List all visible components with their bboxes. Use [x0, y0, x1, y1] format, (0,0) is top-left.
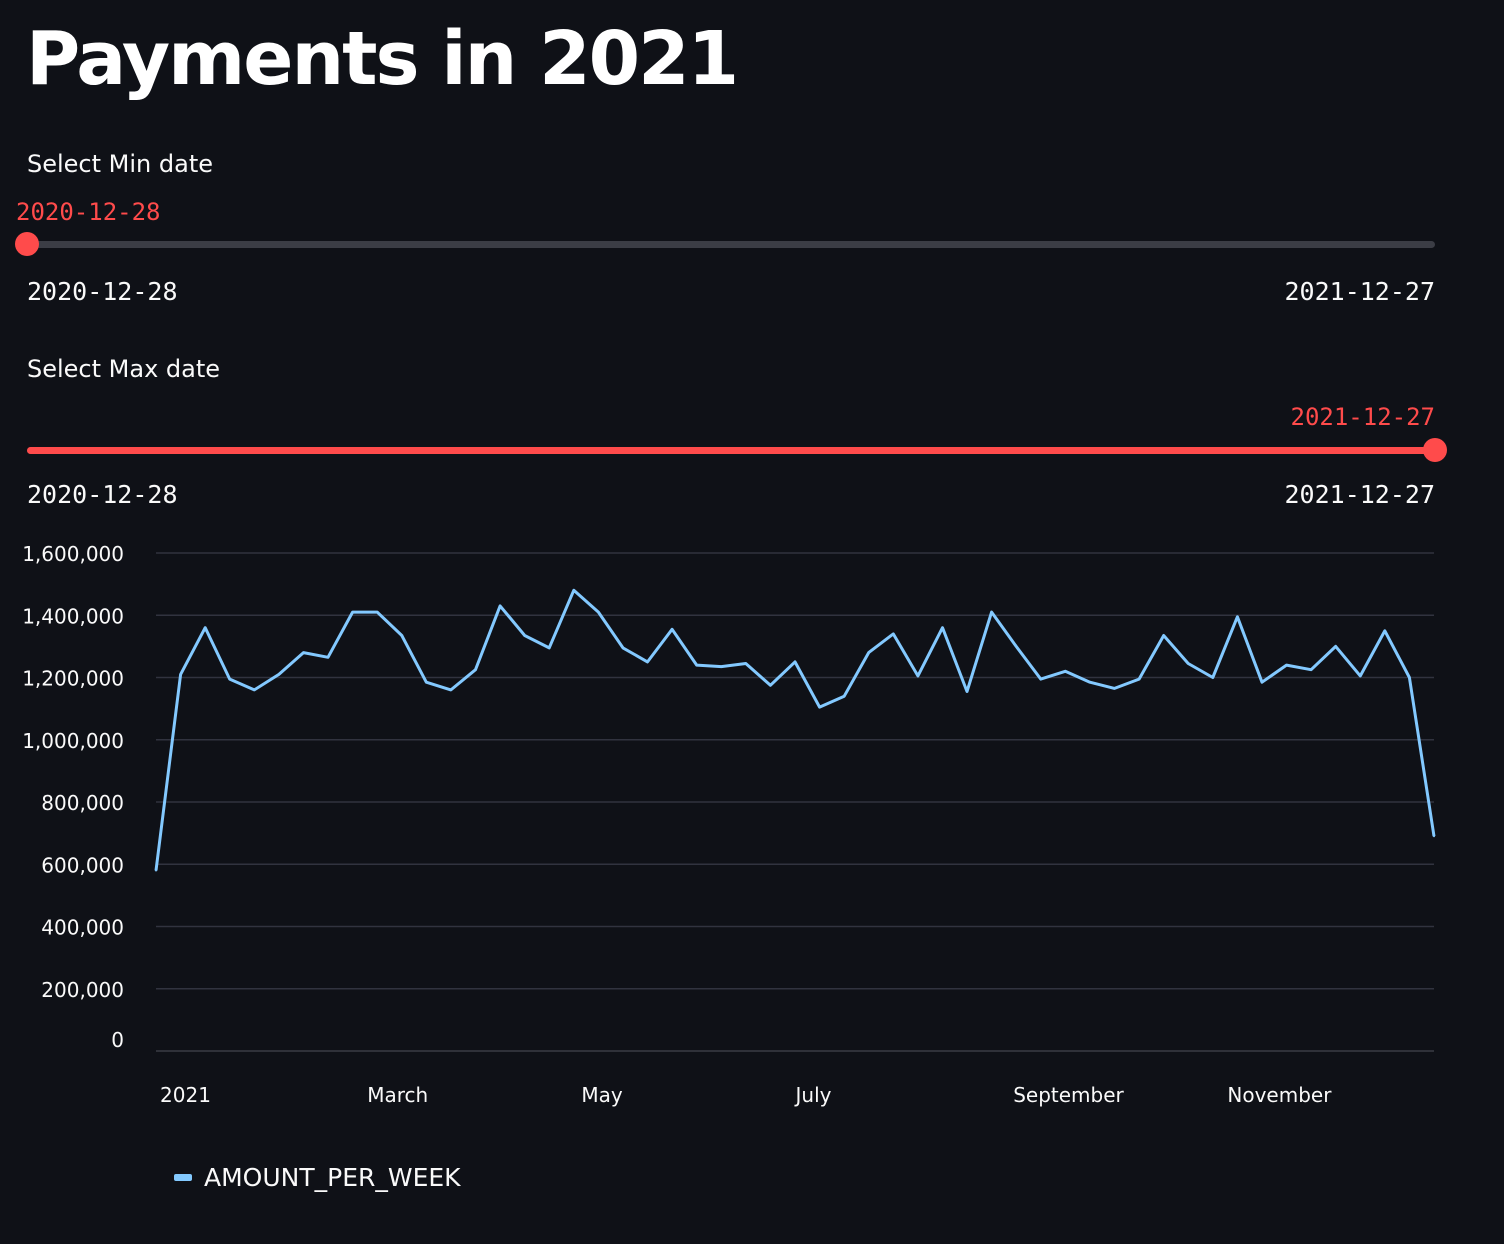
data-point: [1236, 615, 1239, 618]
x-tick-label: September: [1013, 1083, 1124, 1107]
x-axis-ticks: 2021 March May July September November: [160, 1083, 1332, 1107]
data-point: [621, 646, 624, 649]
data-point: [1408, 676, 1411, 679]
max-date-range-start: 2020-12-28: [27, 480, 178, 509]
y-tick-label: 400,000: [41, 916, 124, 940]
data-point: [155, 869, 157, 872]
x-tick-label: November: [1227, 1083, 1332, 1107]
min-date-track[interactable]: [27, 241, 1435, 248]
data-point: [376, 611, 379, 614]
legend-swatch: [174, 1174, 192, 1181]
data-point: [400, 634, 403, 637]
data-point: [843, 695, 846, 698]
y-tick-label: 1,400,000: [22, 604, 124, 628]
chart-series: [154, 588, 1436, 872]
data-point: [597, 611, 600, 614]
data-point: [1334, 645, 1337, 648]
data-point: [1039, 678, 1042, 681]
data-point: [1211, 676, 1214, 679]
data-point: [474, 668, 477, 671]
data-point: [302, 651, 305, 654]
data-point: [499, 604, 502, 607]
series-line-amount-per-week[interactable]: [154, 588, 1436, 871]
max-date-thumb-value: 2021-12-27: [1290, 403, 1436, 431]
min-date-range-start: 2020-12-28: [27, 277, 178, 306]
max-date-track[interactable]: [27, 447, 1435, 454]
max-date-track-fill: [27, 447, 1435, 454]
data-point: [1138, 678, 1141, 681]
data-point: [671, 628, 674, 631]
min-date-thumb[interactable]: [15, 232, 39, 256]
min-date-label: Select Min date: [27, 150, 213, 178]
data-point: [1383, 629, 1386, 632]
data-point: [179, 673, 182, 676]
x-tick-label: March: [367, 1083, 428, 1107]
data-point: [966, 690, 969, 693]
max-date-thumb[interactable]: [1423, 438, 1447, 462]
y-tick-label: 600,000: [41, 853, 124, 877]
chart-legend[interactable]: AMOUNT_PER_WEEK: [174, 1163, 461, 1192]
data-point: [425, 681, 428, 684]
y-tick-label: 1,000,000: [22, 729, 124, 753]
data-point: [1162, 634, 1165, 637]
y-axis-ticks: 0 200,000 400,000 600,000 800,000 1,000,000 1,…: [22, 542, 124, 1052]
x-tick-label: 2021: [160, 1083, 211, 1107]
data-point: [572, 589, 575, 592]
data-point: [523, 634, 526, 637]
data-point: [1433, 835, 1435, 838]
data-point: [1015, 645, 1018, 648]
data-point: [794, 660, 796, 663]
data-point: [744, 662, 747, 665]
y-tick-label: 1,200,000: [22, 667, 124, 691]
data-point: [1359, 674, 1362, 677]
page-title: Payments in 2021: [26, 16, 739, 102]
data-point: [892, 632, 895, 635]
data-point: [548, 646, 551, 649]
x-tick-label: July: [794, 1083, 832, 1107]
data-point: [818, 706, 821, 709]
data-point: [277, 673, 280, 676]
y-tick-label: 1,600,000: [22, 542, 124, 566]
legend-label: AMOUNT_PER_WEEK: [204, 1163, 461, 1192]
data-point: [1113, 687, 1116, 690]
data-point: [351, 611, 354, 614]
data-point: [720, 665, 723, 668]
data-point: [253, 688, 256, 691]
data-point: [228, 678, 231, 681]
data-point: [769, 684, 772, 687]
data-point: [1088, 681, 1091, 684]
y-tick-label: 800,000: [41, 791, 124, 815]
y-tick-label: 200,000: [41, 978, 124, 1002]
min-date-thumb-value: 2020-12-28: [16, 198, 161, 226]
data-point: [327, 656, 330, 659]
max-date-range-end: 2021-12-27: [1284, 480, 1435, 509]
chart-grid: [156, 552, 1434, 1052]
data-point: [1064, 670, 1067, 673]
line-chart[interactable]: 0 200,000 400,000 600,000 800,000 1,000,000 1,…: [0, 530, 1504, 1130]
data-point: [1310, 668, 1313, 671]
data-point: [1187, 662, 1190, 665]
min-date-range-end: 2021-12-27: [1284, 277, 1435, 306]
data-point: [449, 688, 452, 691]
data-point: [695, 664, 698, 667]
data-point: [990, 611, 993, 614]
y-tick-label: 0: [111, 1028, 124, 1052]
max-date-label: Select Max date: [27, 355, 221, 383]
data-point: [1260, 681, 1263, 684]
data-point: [867, 651, 870, 654]
data-point: [916, 674, 919, 677]
data-point: [204, 626, 207, 629]
x-tick-label: May: [581, 1083, 623, 1107]
data-point: [1285, 664, 1288, 667]
data-point: [646, 660, 649, 663]
data-point: [941, 626, 944, 629]
